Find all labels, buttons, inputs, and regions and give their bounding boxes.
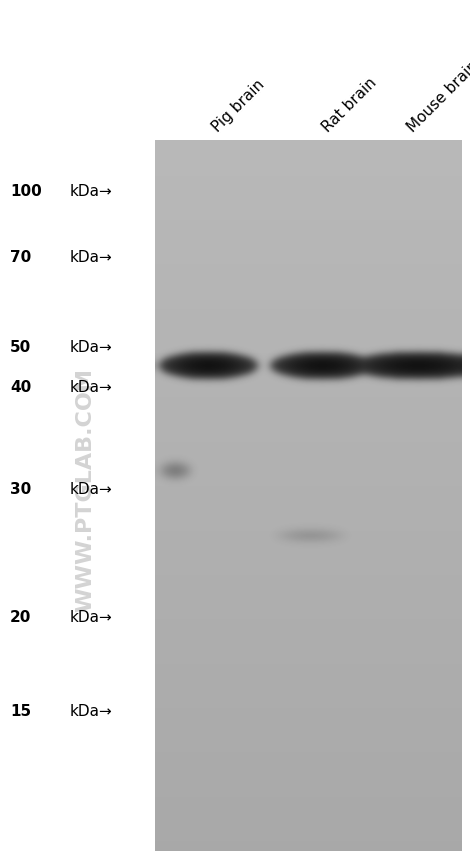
- Bar: [155, 601, 462, 611]
- Bar: [155, 504, 462, 513]
- Bar: [155, 442, 462, 452]
- Bar: [155, 814, 462, 825]
- Bar: [155, 522, 462, 531]
- Bar: [155, 593, 462, 603]
- Bar: [155, 823, 462, 833]
- Bar: [155, 531, 462, 540]
- Bar: [155, 300, 462, 310]
- Bar: [155, 654, 462, 665]
- Bar: [155, 344, 462, 354]
- Text: kDa→: kDa→: [70, 482, 113, 497]
- Text: 15: 15: [10, 704, 31, 720]
- Bar: [155, 459, 462, 470]
- Bar: [155, 486, 462, 496]
- Bar: [155, 167, 462, 176]
- Bar: [155, 194, 462, 203]
- Bar: [155, 574, 462, 585]
- Bar: [155, 699, 462, 709]
- Text: kDa→: kDa→: [70, 704, 113, 720]
- Bar: [155, 495, 462, 505]
- Bar: [155, 681, 462, 691]
- Text: Mouse brain: Mouse brain: [404, 58, 470, 135]
- Text: 100: 100: [10, 185, 42, 200]
- Bar: [155, 566, 462, 576]
- Bar: [155, 664, 462, 673]
- Bar: [155, 708, 462, 718]
- Text: 70: 70: [10, 250, 31, 266]
- Bar: [155, 646, 462, 655]
- Bar: [155, 424, 462, 434]
- Text: kDa→: kDa→: [70, 185, 113, 200]
- Bar: [155, 273, 462, 283]
- Text: kDa→: kDa→: [70, 380, 113, 396]
- Bar: [155, 237, 462, 248]
- Bar: [155, 611, 462, 620]
- Bar: [155, 255, 462, 265]
- Bar: [155, 770, 462, 780]
- Bar: [155, 637, 462, 647]
- Bar: [155, 673, 462, 682]
- Bar: [155, 584, 462, 593]
- Bar: [155, 806, 462, 815]
- Bar: [155, 628, 462, 638]
- Bar: [155, 184, 462, 194]
- Text: kDa→: kDa→: [70, 611, 113, 625]
- Bar: [155, 309, 462, 318]
- Bar: [155, 264, 462, 274]
- Bar: [155, 788, 462, 798]
- Bar: [155, 539, 462, 550]
- Text: Rat brain: Rat brain: [320, 75, 379, 135]
- Bar: [155, 841, 462, 851]
- Bar: [155, 140, 462, 150]
- Bar: [155, 371, 462, 381]
- Bar: [155, 282, 462, 292]
- Bar: [155, 202, 462, 212]
- Bar: [155, 513, 462, 523]
- Bar: [155, 175, 462, 186]
- Text: 30: 30: [10, 482, 31, 497]
- Bar: [155, 557, 462, 567]
- Bar: [155, 397, 462, 408]
- Bar: [155, 415, 462, 425]
- Bar: [155, 779, 462, 789]
- Bar: [155, 717, 462, 727]
- Bar: [155, 549, 462, 558]
- Bar: [155, 469, 462, 478]
- Text: kDa→: kDa→: [70, 340, 113, 354]
- Bar: [155, 691, 462, 700]
- Text: 40: 40: [10, 380, 31, 396]
- Text: kDa→: kDa→: [70, 250, 113, 266]
- Bar: [155, 726, 462, 735]
- Bar: [155, 317, 462, 328]
- Bar: [155, 761, 462, 771]
- Bar: [155, 832, 462, 842]
- Text: 50: 50: [10, 340, 31, 354]
- Bar: [155, 327, 462, 336]
- Bar: [155, 734, 462, 745]
- Text: Pig brain: Pig brain: [210, 77, 267, 135]
- Bar: [155, 796, 462, 807]
- Bar: [155, 229, 462, 238]
- Bar: [155, 389, 462, 398]
- Bar: [155, 379, 462, 390]
- Bar: [155, 149, 462, 159]
- Bar: [155, 335, 462, 345]
- Bar: [155, 406, 462, 416]
- Bar: [155, 247, 462, 256]
- Bar: [155, 619, 462, 630]
- Bar: [155, 362, 462, 372]
- Bar: [155, 211, 462, 221]
- Text: WWW.PTGLAB.COM: WWW.PTGLAB.COM: [75, 368, 95, 612]
- Text: 20: 20: [10, 611, 31, 625]
- Bar: [155, 744, 462, 753]
- Bar: [155, 157, 462, 168]
- Bar: [155, 477, 462, 487]
- Bar: [155, 353, 462, 363]
- Bar: [155, 752, 462, 762]
- Bar: [155, 291, 462, 301]
- Bar: [155, 451, 462, 460]
- Bar: [155, 433, 462, 443]
- Bar: [155, 220, 462, 230]
